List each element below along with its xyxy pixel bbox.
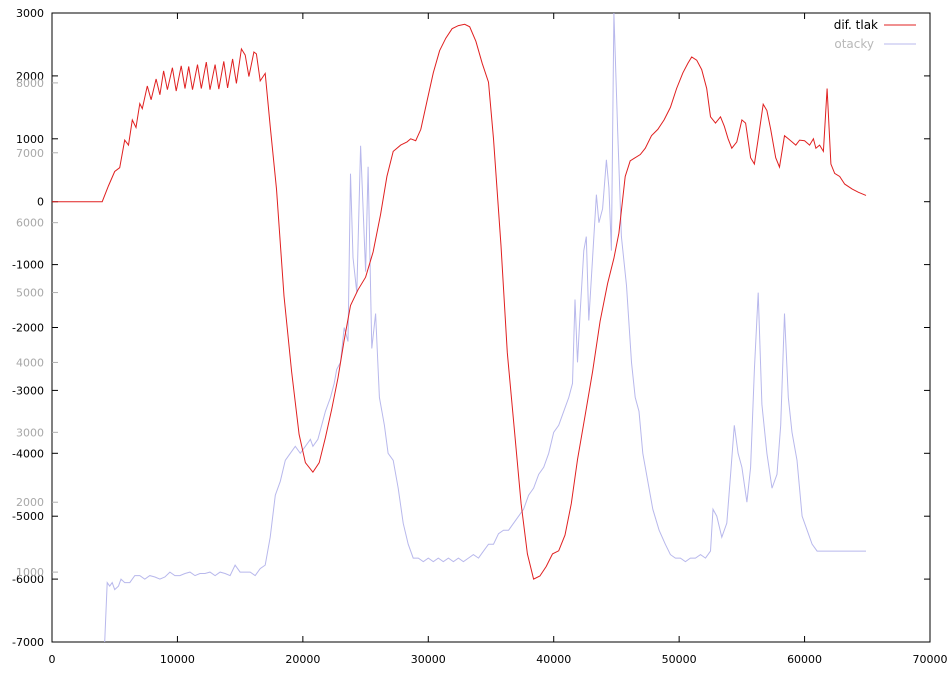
y-right-tick-label: 3000 xyxy=(16,426,44,439)
series-lines xyxy=(52,12,867,643)
y-right-tick-label: 2000 xyxy=(16,496,44,509)
y-right-tick-label: 4000 xyxy=(16,356,44,369)
legend-label-otacky: otacky xyxy=(834,37,874,51)
y-left-tick-label: -3000 xyxy=(12,384,44,397)
x-tick-label: 30000 xyxy=(411,653,446,666)
y-left-tick-label: 1000 xyxy=(16,133,44,146)
y-left-tick-label: -5000 xyxy=(12,510,44,523)
x-tick-label: 20000 xyxy=(285,653,320,666)
legend-label-dif-tlak: dif. tlak xyxy=(834,18,878,32)
y-left-tick-label: -4000 xyxy=(12,447,44,460)
y-right-axis-ticks: 8000 7000 6000 5000 4000 3000 2000 1000 xyxy=(16,77,58,579)
legend: dif. tlak otacky xyxy=(834,18,916,51)
x-tick-label: 10000 xyxy=(160,653,195,666)
x-tick-label: 70000 xyxy=(913,653,948,666)
series-line-dif-tlak xyxy=(52,23,867,580)
y-left-tick-label: -1000 xyxy=(12,259,44,272)
y-left-tick-label: 0 xyxy=(37,196,44,209)
y-left-tick-label: -7000 xyxy=(12,636,44,649)
y-right-tick-label: 6000 xyxy=(16,217,44,230)
y-right-tick-label: 7000 xyxy=(16,147,44,160)
y-right-tick-label: 5000 xyxy=(16,287,44,300)
y-right-tick-label: 1000 xyxy=(16,566,44,579)
y-left-axis-ticks: 3000 2000 1000 0 -1000 -2000 -3000 -4000 -5000 -6… xyxy=(12,7,930,649)
x-axis-ticks: 0 10000 20000 30000 40000 50000 60000 70000 xyxy=(49,13,948,666)
x-tick-label: 50000 xyxy=(662,653,697,666)
series-line-otacky xyxy=(104,12,866,643)
x-tick-label: 0 xyxy=(49,653,56,666)
y-left-tick-label: 3000 xyxy=(16,7,44,20)
y-left-tick-label: -2000 xyxy=(12,322,44,335)
y-left-tick-label: -6000 xyxy=(12,573,44,586)
y-right-tick-label: 8000 xyxy=(16,77,44,90)
y-left-tick-label: 2000 xyxy=(16,70,44,83)
x-tick-label: 40000 xyxy=(536,653,571,666)
x-tick-label: 60000 xyxy=(787,653,822,666)
